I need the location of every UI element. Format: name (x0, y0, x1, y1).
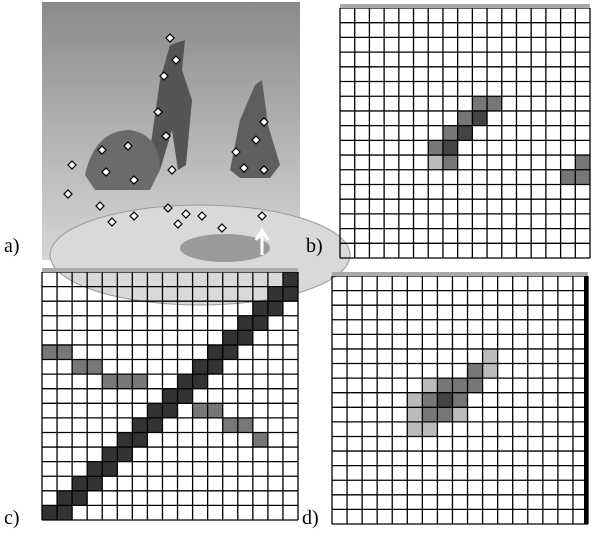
matrix-cell (147, 403, 162, 418)
matrix-cell (468, 378, 483, 393)
top-bar (340, 4, 590, 8)
matrix-cell (238, 418, 253, 433)
matrix-cell (223, 418, 238, 433)
matrix (340, 4, 590, 258)
panel-label: b) (306, 235, 323, 257)
matrix-cell (102, 374, 117, 389)
matrix-cell (575, 170, 590, 185)
matrix-cell (72, 476, 87, 491)
matrix (42, 268, 298, 520)
matrix-cell (407, 407, 422, 422)
matrix-cell (57, 505, 72, 520)
matrix-cell (162, 403, 177, 418)
matrix-cell (437, 378, 452, 393)
matrix-cell (208, 360, 223, 375)
matrix-cell (57, 491, 72, 506)
matrix-cell (428, 140, 443, 155)
matrix-cell (87, 360, 102, 375)
matrix-cell (147, 418, 162, 433)
matrix-cell (117, 432, 132, 447)
matrix-cell (437, 407, 452, 422)
panel-label: a) (4, 235, 20, 257)
matrix-cell (178, 389, 193, 404)
matrix-cell (208, 345, 223, 360)
matrix-cell (283, 287, 298, 302)
matrix-cell (238, 330, 253, 345)
matrix-cell (443, 126, 458, 141)
matrix-cell (483, 364, 498, 379)
matrix-cell (443, 155, 458, 170)
matrix-cell (422, 378, 437, 393)
matrix-cell (57, 345, 72, 360)
matrix-cell (132, 374, 147, 389)
matrix-cell (428, 155, 443, 170)
matrix-cell (253, 432, 268, 447)
matrix-cell (102, 462, 117, 477)
top-bar (42, 268, 298, 272)
right-bar (584, 276, 588, 524)
matrix-cell (268, 301, 283, 316)
matrix-cell (117, 447, 132, 462)
matrix-cell (42, 345, 57, 360)
matrix-cell (132, 418, 147, 433)
matrix-cell (407, 422, 422, 437)
matrix-cell (468, 364, 483, 379)
matrix-cell (452, 393, 467, 408)
matrix-cell (162, 389, 177, 404)
matrix-cell (483, 349, 498, 364)
matrix-cell (437, 393, 452, 408)
matrix-cell (72, 491, 87, 506)
matrix-cell (283, 272, 298, 287)
matrix-cell (117, 374, 132, 389)
panel-label: c) (4, 507, 20, 529)
matrix-cell (193, 374, 208, 389)
matrix-cell (458, 126, 473, 141)
matrix-cell (422, 407, 437, 422)
matrix-cell (87, 476, 102, 491)
matrix-cell (422, 422, 437, 437)
matrix-cell (102, 447, 117, 462)
matrix (332, 272, 588, 524)
matrix-cell (575, 155, 590, 170)
matrix-cell (193, 403, 208, 418)
top-bar (332, 272, 588, 276)
matrix-cell (253, 316, 268, 331)
matrix-cell (178, 374, 193, 389)
matrix-cell (238, 316, 253, 331)
matrix-cell (472, 96, 487, 111)
matrix-cell (72, 360, 87, 375)
photo (42, 2, 350, 305)
matrix-cell (223, 345, 238, 360)
matrix-cell (223, 330, 238, 345)
matrix-cell (42, 505, 57, 520)
matrix-cell (193, 360, 208, 375)
matrix-cell (268, 287, 283, 302)
matrix-cell (452, 378, 467, 393)
matrix-cell (472, 111, 487, 126)
matrix-cell (422, 393, 437, 408)
matrix-cell (443, 140, 458, 155)
matrix-cell (407, 393, 422, 408)
figure: a) b) c) d) (0, 0, 594, 536)
matrix-cell (132, 432, 147, 447)
matrix-cell (561, 170, 576, 185)
matrix-cell (487, 96, 502, 111)
matrix-cell (452, 407, 467, 422)
panel-label: d) (302, 507, 319, 529)
matrix-cell (253, 301, 268, 316)
matrix-cell (208, 403, 223, 418)
matrix-cell (87, 462, 102, 477)
matrix-cell (458, 111, 473, 126)
